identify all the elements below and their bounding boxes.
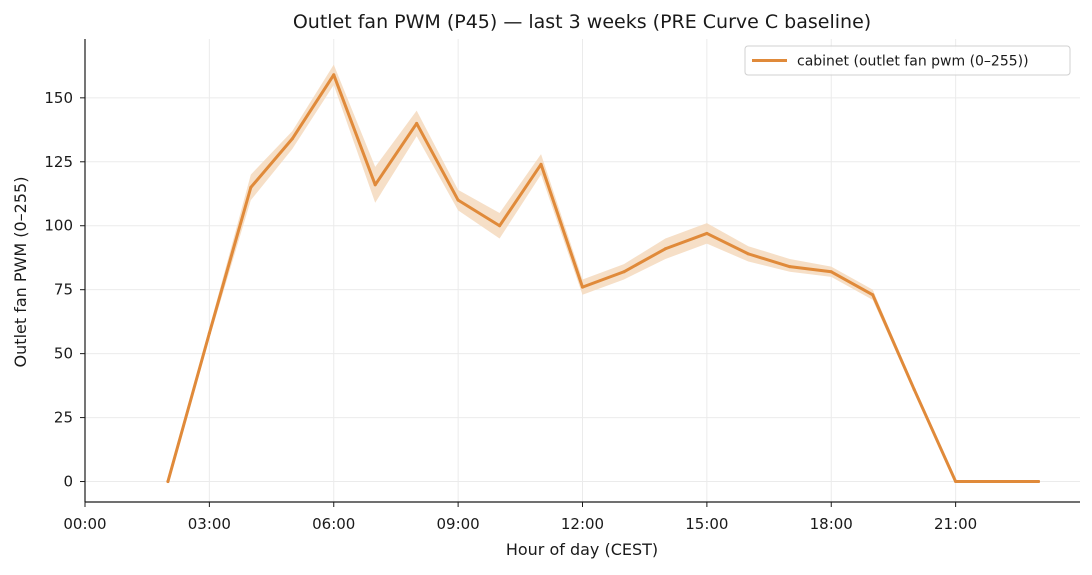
y-tick-label: 25: [54, 409, 73, 427]
data-point: [1037, 480, 1041, 484]
data-point: [290, 137, 294, 141]
x-axis-label: Hour of day (CEST): [506, 540, 658, 559]
x-tick-label: 06:00: [312, 515, 355, 533]
data-point: [498, 224, 502, 228]
legend-box: [744, 45, 1071, 76]
series-line-layer: [166, 73, 1041, 484]
y-tick-label: 100: [44, 217, 73, 235]
x-tick-label: 09:00: [437, 515, 480, 533]
y-tick-label: 75: [54, 281, 73, 299]
x-tick-label: 21:00: [934, 515, 977, 533]
data-point: [622, 270, 626, 274]
data-point: [249, 185, 253, 189]
data-point: [332, 73, 336, 77]
tick-labels: 00:00 03:00 06:00 09:00 12:00 15:00 18:00 21:00…: [44, 89, 977, 533]
legend: cabinet (outlet fan pwm (0–255)): [744, 45, 1071, 76]
y-tick-label: 50: [54, 345, 73, 363]
data-point: [581, 285, 584, 289]
y-tick-label: 125: [44, 153, 73, 171]
grid: [84, 39, 1080, 502]
data-point: [456, 198, 460, 202]
x-tick-label: 15:00: [685, 515, 728, 533]
x-tick-label: 12:00: [561, 515, 604, 533]
data-point: [415, 121, 419, 125]
data-point: [871, 293, 875, 297]
data-point: [207, 331, 211, 335]
data-point: [912, 387, 916, 391]
legend-label: cabinet (outlet fan pwm (0–255)): [797, 54, 1029, 70]
data-point: [373, 183, 377, 187]
y-axis-label: Outlet fan PWM (0–255): [11, 177, 30, 368]
x-tick-label: 00:00: [63, 515, 106, 533]
data-point: [705, 231, 709, 235]
data-point: [995, 480, 999, 484]
x-tick-label: 03:00: [188, 515, 231, 533]
series-line: [166, 73, 1041, 484]
y-tick-label: 150: [44, 89, 73, 107]
axes: [80, 39, 1080, 507]
data-point: [166, 480, 170, 484]
x-tick-label: 18:00: [810, 515, 853, 533]
data-point: [788, 265, 792, 269]
data-point: [539, 162, 543, 166]
chart-title: Outlet fan PWM (P45) — last 3 weeks (PRE…: [293, 11, 871, 33]
data-point: [954, 480, 958, 484]
y-tick-label: 0: [63, 473, 73, 491]
data-point: [746, 252, 750, 256]
data-point: [829, 270, 833, 274]
data-point: [663, 247, 667, 251]
